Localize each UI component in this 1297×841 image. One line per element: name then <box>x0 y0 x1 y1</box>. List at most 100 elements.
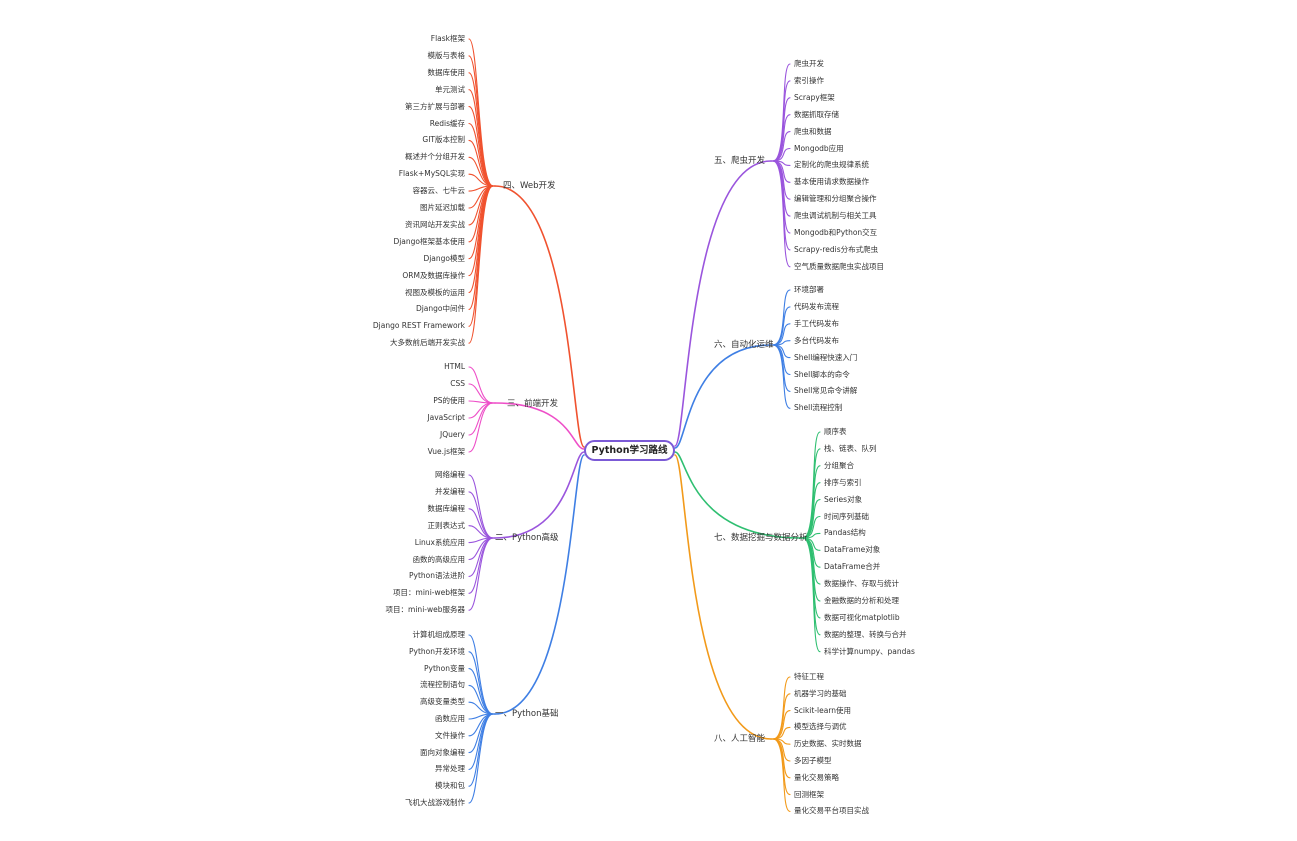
leaf-node[interactable]: GIT版本控制 <box>422 135 465 145</box>
leaf-node[interactable]: Python语法进阶 <box>409 571 465 581</box>
leaf-node[interactable]: 特征工程 <box>794 672 824 681</box>
leaf-node[interactable]: 高级变量类型 <box>420 697 465 707</box>
leaf-node[interactable]: 索引操作 <box>794 75 824 85</box>
leaf-node[interactable]: 概述并个分组开发 <box>405 152 465 162</box>
leaf-node[interactable]: Python开发环境 <box>409 646 465 656</box>
leaf-node[interactable]: 图片延迟加载 <box>420 203 465 212</box>
leaf-node[interactable]: 容器云、七牛云 <box>412 186 466 196</box>
branch-python-advanced[interactable]: 二、Python高级 <box>495 533 559 543</box>
leaf-node[interactable]: Shell流程控制 <box>794 403 843 413</box>
leaf-node[interactable]: Django中间件 <box>415 304 465 314</box>
leaf-node[interactable]: Django REST Framework <box>372 321 465 331</box>
leaf-node[interactable]: Shell脚本的命令 <box>794 369 850 379</box>
leaf-node[interactable]: Flask+MySQL实现 <box>398 169 465 179</box>
branch-devops[interactable]: 六、自动化运维 <box>714 340 774 350</box>
leaf-node[interactable]: 历史数据、实时数据 <box>794 739 862 749</box>
leaf-node[interactable]: CSS <box>450 379 465 388</box>
leaf-node[interactable]: 文件操作 <box>435 730 465 740</box>
leaf-node[interactable]: 模版与表格 <box>427 50 466 60</box>
leaf-node[interactable]: Mongodb应用 <box>794 143 844 153</box>
leaf-node[interactable]: 手工代码发布 <box>794 318 839 328</box>
branch-frontend[interactable]: 三、前端开发 <box>507 399 559 409</box>
leaf-node[interactable]: ORM及数据库操作 <box>402 270 465 280</box>
leaf-node[interactable]: Scikit-learn使用 <box>794 705 852 715</box>
leaf-node[interactable]: 数据抓取存储 <box>794 109 839 119</box>
leaf-node[interactable]: 模型选择与调优 <box>794 722 847 732</box>
leaf-node[interactable]: 正则表达式 <box>427 520 466 530</box>
leaf-connector <box>468 634 494 715</box>
leaf-node[interactable]: Python变量 <box>424 663 465 673</box>
leaf-node[interactable]: 爬虫开发 <box>794 59 824 68</box>
leaf-node[interactable]: 爬虫和数据 <box>794 126 832 136</box>
leaf-node[interactable]: Pandas结构 <box>824 528 866 538</box>
leaf-node[interactable]: Shell编程快速入门 <box>794 352 858 362</box>
leaf-node[interactable]: 异常处理 <box>435 764 465 774</box>
branch-data-analysis[interactable]: 七、数据挖掘与数据分析 <box>714 533 808 543</box>
leaf-node[interactable]: 计算机组成原理 <box>412 630 466 639</box>
leaf-node[interactable]: 第三方扩展与部署 <box>405 101 465 111</box>
leaf-node[interactable]: Linux系统应用 <box>414 537 465 547</box>
branch-python-basics[interactable]: 一、Python基础 <box>495 709 559 719</box>
leaf-node[interactable]: Series对象 <box>824 494 863 504</box>
leaf-node[interactable]: HTML <box>444 362 465 371</box>
leaf-node[interactable]: 数据库编程 <box>427 503 466 513</box>
leaf-node[interactable]: PS的使用 <box>433 396 465 405</box>
leaf-node[interactable]: 定制化的爬虫规律系统 <box>794 160 869 170</box>
leaf-node[interactable]: 爬虫调试机制与相关工具 <box>794 211 877 221</box>
branch-web[interactable]: 四、Web开发 <box>503 181 556 191</box>
leaf-node[interactable]: 栈、链表、队列 <box>824 443 877 453</box>
leaf-node[interactable]: 多因子模型 <box>794 756 832 765</box>
leaf-node[interactable]: Mongodb和Python交互 <box>794 228 878 237</box>
leaf-node[interactable]: 顺序表 <box>824 427 847 436</box>
leaf-node[interactable]: Redis缓存 <box>429 118 465 128</box>
leaf-node[interactable]: 量化交易策略 <box>794 772 839 782</box>
leaf-node[interactable]: 资讯网站开发实战 <box>405 219 465 229</box>
leaf-node[interactable]: 多台代码发布 <box>794 335 839 345</box>
root-node[interactable]: Python学习路线 <box>584 440 675 461</box>
leaf-node[interactable]: 回测框架 <box>794 789 824 799</box>
leaf-node[interactable]: 量化交易平台项目实战 <box>794 806 869 816</box>
leaf-node[interactable]: DataFrame合并 <box>824 562 881 572</box>
leaf-node[interactable]: 环境部署 <box>794 285 824 294</box>
leaf-node[interactable]: Shell常见命令讲解 <box>794 386 858 396</box>
leaf-node[interactable]: 空气质量数据爬虫实战项目 <box>794 261 884 271</box>
leaf-node[interactable]: Flask框架 <box>430 34 465 43</box>
leaf-node[interactable]: 单元测试 <box>435 84 465 94</box>
leaf-node[interactable]: JavaScript <box>427 413 465 422</box>
leaf-node[interactable]: 分组聚合 <box>824 460 854 470</box>
leaf-node[interactable]: Scrapy-redis分布式爬虫 <box>794 244 879 254</box>
leaf-node[interactable]: Django框架基本使用 <box>393 236 465 246</box>
branch-ai[interactable]: 八、人工智能 <box>714 734 766 744</box>
leaf-node[interactable]: 代码发布流程 <box>794 301 839 311</box>
leaf-node[interactable]: 编辑管理和分组聚合操作 <box>794 194 877 204</box>
leaf-node[interactable]: 面向对象编程 <box>420 747 465 757</box>
leaf-node[interactable]: 基本使用请求数据操作 <box>794 177 869 187</box>
leaf-node[interactable]: 排序与索引 <box>824 477 862 487</box>
leaf-node[interactable]: 时间序列基础 <box>824 511 869 521</box>
leaf-node[interactable]: 飞机大战游戏制作 <box>405 798 465 807</box>
leaf-node[interactable]: 视图及模板的运用 <box>405 287 465 297</box>
leaf-node[interactable]: 项目：mini-web服务器 <box>385 605 465 615</box>
leaf-node[interactable]: 科学计算numpy、pandas <box>824 646 915 656</box>
leaf-node[interactable]: 数据操作、存取与统计 <box>824 579 899 589</box>
leaf-node[interactable]: 数据的整理、转换与合并 <box>824 629 907 639</box>
leaf-node[interactable]: 项目：mini-web框架 <box>393 588 465 598</box>
leaf-node[interactable]: 网络编程 <box>435 470 465 479</box>
leaf-node[interactable]: Django模型 <box>423 253 465 263</box>
leaf-node[interactable]: 流程控制语句 <box>420 680 465 690</box>
leaf-node[interactable]: 模块和包 <box>435 781 465 791</box>
leaf-node[interactable]: 函数应用 <box>435 714 465 723</box>
leaf-node[interactable]: 大多数前后端开发实战 <box>390 338 465 348</box>
leaf-node[interactable]: 数据库使用 <box>427 67 466 77</box>
leaf-node[interactable]: 并发编程 <box>435 486 465 496</box>
leaf-node[interactable]: 数据可视化matplotlib <box>824 612 900 622</box>
leaf-connector <box>772 63 791 162</box>
leaf-node[interactable]: JQuery <box>439 430 465 439</box>
leaf-node[interactable]: 金融数据的分析和处理 <box>824 596 899 605</box>
branch-crawler[interactable]: 五、爬虫开发 <box>714 156 766 166</box>
leaf-node[interactable]: Vue.js框架 <box>427 447 465 456</box>
leaf-node[interactable]: Scrapy框架 <box>794 92 835 102</box>
leaf-node[interactable]: 机器学习的基础 <box>794 688 847 698</box>
leaf-node[interactable]: 函数的高级应用 <box>412 554 466 564</box>
leaf-node[interactable]: DataFrame对象 <box>824 545 881 555</box>
